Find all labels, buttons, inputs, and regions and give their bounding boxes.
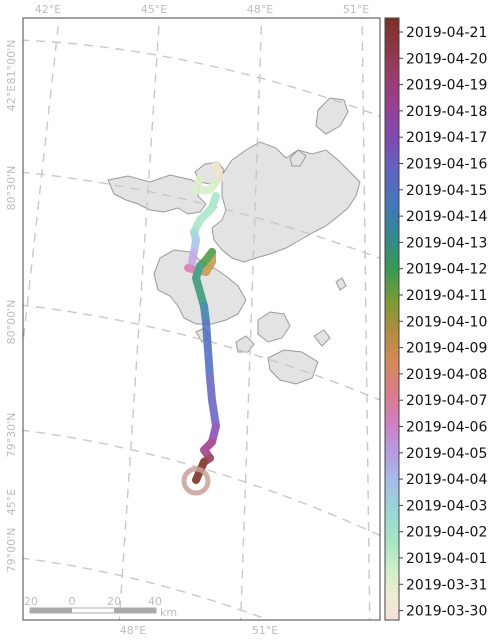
parallel-80n [23, 304, 380, 401]
track-segment-0407 [188, 248, 198, 266]
lat-label-79: 79°00'N [5, 528, 18, 573]
parallel-8030n [23, 171, 380, 260]
island-main-east [211, 141, 361, 263]
colorbar-label: 2019-04-19 [406, 78, 487, 94]
scale-tick-2: 0 [69, 595, 76, 608]
map-content [23, 18, 380, 620]
colorbar-label: 2019-04-12 [406, 262, 487, 278]
lat-label-8030: 80°30'N [5, 166, 18, 211]
colorbar-label: 2019-04-15 [406, 183, 487, 199]
lon-label-side-42: 42°E [5, 85, 18, 111]
colorbar-label: 2019-04-17 [406, 130, 487, 146]
track-segment-0416 [202, 318, 214, 382]
colorbar-label: 2019-04-10 [406, 314, 487, 330]
lon-label-side-45: 45°E [5, 489, 18, 515]
colorbar-label: 2019-04-02 [406, 525, 487, 541]
track-segment-0402 [190, 192, 220, 236]
map-frame [22, 17, 381, 621]
island-small-3 [335, 277, 347, 291]
graticule [23, 18, 380, 620]
drift-track [184, 161, 224, 484]
lat-label-7930: 79°30'N [5, 413, 18, 458]
scale-tick-1: 20 [24, 595, 38, 608]
colorbar-ramp [384, 17, 400, 621]
colorbar-label: 2019-04-03 [406, 498, 487, 514]
island-small-2 [313, 329, 331, 347]
lon-label-top-3: 48°E [247, 3, 273, 16]
colorbar-label: 2019-04-21 [406, 25, 487, 41]
colorbar-label: 2019-03-30 [406, 604, 487, 620]
colorbar-label: 2019-04-01 [406, 551, 487, 567]
colorbar-label: 2019-04-13 [406, 235, 487, 251]
colorbar: 2019-04-21 2019-04-20 2019-04-19 2019-04-18… [384, 17, 487, 621]
track-segment-0401 [192, 174, 220, 194]
island-northeast [315, 97, 349, 135]
colorbar-label: 2019-04-06 [406, 420, 487, 436]
colorbar-label: 2019-04-20 [406, 51, 487, 67]
colorbar-label: 2019-04-08 [406, 367, 487, 383]
lon-label-bottom-2: 51°E [252, 624, 278, 637]
parallel-7930n [23, 429, 380, 537]
colorbar-label: 2019-04-09 [406, 341, 487, 357]
colorbar-label: 2019-03-31 [406, 577, 487, 593]
colorbar-label: 2019-04-18 [406, 104, 487, 120]
parallel-81n [23, 39, 380, 118]
colorbar-label: 2019-04-16 [406, 157, 487, 173]
track-segment-0414 [192, 262, 208, 310]
colorbar-label: 2019-04-05 [406, 446, 487, 462]
track-end-marker [181, 466, 211, 496]
lon-label-bottom-1: 48°E [120, 624, 146, 637]
land-layer [107, 97, 361, 385]
lat-label-80: 80°00'N [5, 300, 18, 345]
lon-label-top-1: 42°E [35, 3, 61, 16]
colorbar-label: 2019-04-04 [406, 472, 487, 488]
colorbar-label: 2019-04-07 [406, 393, 487, 409]
scale-bar: 20 0 20 40 km [24, 595, 177, 619]
parallel-79n [23, 557, 271, 620]
scale-bar-fill-2 [114, 608, 156, 613]
scale-bar-fill-1 [30, 608, 72, 613]
colorbar-labels: 2019-04-21 2019-04-20 2019-04-19 2019-04-18… [406, 25, 487, 620]
scale-unit: km [160, 606, 177, 619]
track-segment-0417 [206, 374, 220, 430]
track-segment-0330 [212, 161, 224, 182]
lon-label-top-2: 45°E [141, 3, 167, 16]
island-north-small [289, 149, 307, 167]
island-west [107, 174, 207, 215]
scale-tick-3: 20 [107, 595, 121, 608]
island-south-east [257, 311, 291, 343]
colorbar-label: 2019-04-14 [406, 209, 487, 225]
lon-label-top-4: 51°E [343, 3, 369, 16]
colorbar-label: 2019-04-11 [406, 288, 487, 304]
colorbar-ticks [399, 31, 403, 612]
scale-tick-4: 40 [148, 595, 162, 608]
lat-label-81: 81°00'N [5, 40, 18, 85]
